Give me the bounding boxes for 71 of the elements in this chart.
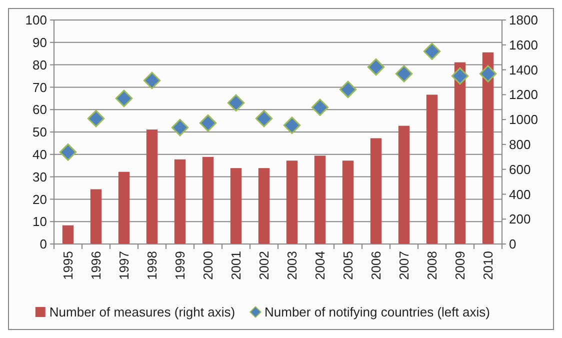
x-tick-label: 2001 xyxy=(228,251,244,280)
x-tick-label: 2005 xyxy=(340,251,356,280)
y-tick-label: 10 xyxy=(32,214,47,230)
bar xyxy=(426,94,438,244)
y2-tick-label: 1800 xyxy=(509,12,538,28)
x-tick-label: 1998 xyxy=(144,251,160,280)
y-tick-label: 30 xyxy=(32,169,47,184)
y-tick-label: 0 xyxy=(40,236,47,252)
y2-tick-label: 1200 xyxy=(509,87,538,102)
bar xyxy=(62,225,74,244)
bar xyxy=(118,172,130,244)
x-tick-label: 1999 xyxy=(172,251,188,280)
bar xyxy=(230,168,242,244)
y-tick-label: 70 xyxy=(32,80,47,95)
x-tick-label: 2003 xyxy=(284,251,300,280)
x-tick-label: 2000 xyxy=(200,251,216,280)
x-tick-label: 2010 xyxy=(480,251,496,280)
y2-tick-label: 0 xyxy=(509,236,516,252)
y-tick-label: 100 xyxy=(25,12,47,28)
y-tick-label: 50 xyxy=(32,124,47,140)
point xyxy=(199,114,217,132)
bar xyxy=(90,189,102,244)
bar xyxy=(370,138,382,244)
bar xyxy=(482,52,494,244)
y2-tick-label: 800 xyxy=(509,136,531,152)
bar xyxy=(398,126,410,244)
x-tick-label: 2009 xyxy=(452,251,468,280)
y-tick-label: 60 xyxy=(32,102,47,118)
point xyxy=(143,72,161,90)
point xyxy=(283,116,301,134)
bar xyxy=(258,168,270,244)
y-tick-label: 90 xyxy=(32,34,47,50)
x-tick-label: 1996 xyxy=(88,251,104,280)
x-tick-label: 2002 xyxy=(256,251,272,280)
x-tick-label: 1995 xyxy=(60,251,76,280)
y2-tick-label: 400 xyxy=(509,186,531,202)
legend-label: Number of notifying countries (left axis) xyxy=(264,304,490,320)
point xyxy=(59,144,77,161)
legend-label: Number of measures (right axis) xyxy=(49,304,236,320)
point xyxy=(171,118,189,136)
point xyxy=(227,94,245,112)
point xyxy=(479,65,497,82)
bar xyxy=(314,156,326,244)
y-tick-label: 40 xyxy=(32,146,47,162)
bar xyxy=(174,159,186,244)
bar xyxy=(286,160,298,244)
y2-tick-label: 1600 xyxy=(509,37,538,52)
point xyxy=(423,42,441,60)
point xyxy=(451,67,469,85)
bar xyxy=(454,62,466,244)
y2-tick-label: 1000 xyxy=(509,112,538,128)
y-tick-label: 80 xyxy=(32,57,47,72)
x-tick-label: 2008 xyxy=(424,251,440,280)
bar xyxy=(342,160,354,244)
y2-tick-label: 200 xyxy=(509,212,531,227)
point xyxy=(339,80,357,98)
point xyxy=(311,98,329,116)
y2-tick-label: 600 xyxy=(509,162,531,177)
bar xyxy=(146,130,158,244)
x-tick-label: 2006 xyxy=(368,251,384,280)
point xyxy=(395,65,413,82)
y-tick-label: 20 xyxy=(32,192,47,207)
x-tick-label: 2007 xyxy=(396,251,412,280)
bar xyxy=(202,156,214,244)
x-tick-label: 1997 xyxy=(116,251,132,280)
point xyxy=(115,90,133,108)
point xyxy=(367,58,385,76)
x-tick-label: 2004 xyxy=(312,251,328,280)
y2-tick-label: 1400 xyxy=(509,62,538,78)
point xyxy=(255,110,273,128)
point xyxy=(87,110,105,128)
